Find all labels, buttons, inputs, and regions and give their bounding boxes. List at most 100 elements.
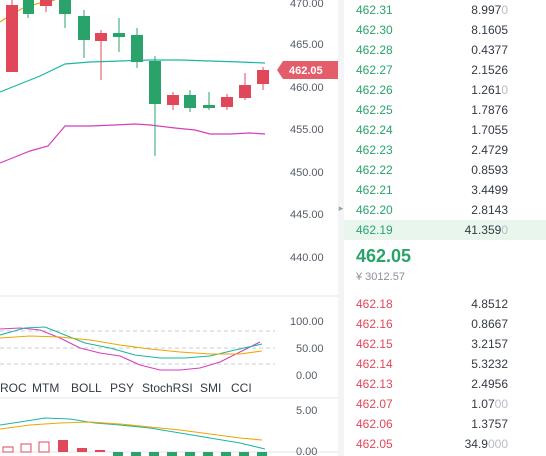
order-amount: 1.2610 xyxy=(471,83,508,97)
oscillator-axis-label: 100.00 xyxy=(290,316,324,328)
order-amount: 0.4377 xyxy=(471,43,508,57)
osc-line-teal xyxy=(0,326,263,359)
tab-smi[interactable]: SMI xyxy=(200,381,222,395)
bid-row[interactable]: 462.24 1.7055 xyxy=(344,120,546,140)
order-price: 462.15 xyxy=(356,337,393,351)
order-amount: 2.8143 xyxy=(471,203,508,217)
ask-row[interactable]: 462.07 1.0700 xyxy=(344,394,546,414)
boll-lower-line xyxy=(0,123,266,164)
order-price: 462.24 xyxy=(356,123,393,137)
ask-row[interactable]: 462.15 3.2157 xyxy=(344,334,546,354)
price-chart-panel[interactable]: 470.00 465.00 460.00 455.00 450.00 445.0… xyxy=(0,0,338,456)
order-amount: 0.8593 xyxy=(471,163,508,177)
order-amount: 0.8667 xyxy=(471,317,508,331)
price-axis-label: 465.00 xyxy=(290,39,324,51)
oscillator-axis-label: 0.00 xyxy=(296,370,317,382)
mid-price: 462.05 xyxy=(356,246,412,266)
bid-row[interactable]: 462.21 3.4499 xyxy=(344,180,546,200)
order-amount: 1.7876 xyxy=(471,103,508,117)
tab-cci[interactable]: CCI xyxy=(231,381,252,395)
ask-row[interactable]: 462.05 34.9000 xyxy=(344,434,546,454)
order-amount: 1.7055 xyxy=(471,123,508,137)
tab-mtm[interactable]: MTM xyxy=(32,381,60,395)
tab-psy[interactable]: PSY xyxy=(110,381,135,395)
tab-boll[interactable]: BOLL xyxy=(71,381,102,395)
order-price: 462.13 xyxy=(356,377,393,391)
order-amount: 1.0700 xyxy=(471,397,508,411)
macd-axis-label: 5.00 xyxy=(296,405,317,417)
mid-price-block: 462.05 ¥ 3012.57 xyxy=(344,240,546,292)
indicator-tabs: ROC MTM BOLL PSY StochRSI SMI CCI xyxy=(0,378,260,398)
bid-row[interactable]: 462.28 0.4377 xyxy=(344,40,546,60)
candlestick-chart[interactable]: 470.00 465.00 460.00 455.00 450.00 445.0… xyxy=(0,0,338,456)
osc-line-yellow xyxy=(0,335,263,355)
order-price: 462.07 xyxy=(356,397,393,411)
order-amount: 2.4729 xyxy=(471,143,508,157)
bid-row[interactable]: 462.23 2.4729 xyxy=(344,140,546,160)
order-amount: 4.8512 xyxy=(471,297,508,311)
mid-price-cny: ¥ 3012.57 xyxy=(356,271,405,283)
order-price: 462.22 xyxy=(356,163,393,177)
ask-row[interactable]: 462.16 0.8667 xyxy=(344,314,546,334)
bid-row[interactable]: 462.19 41.3590 xyxy=(344,220,546,240)
price-axis-label: 445.00 xyxy=(290,209,324,221)
order-amount: 1.3757 xyxy=(471,417,508,431)
order-amount: 34.9000 xyxy=(464,437,508,451)
bid-row[interactable]: 462.31 8.9970 xyxy=(344,0,546,20)
order-price: 462.19 xyxy=(356,223,393,237)
order-amount: 2.1526 xyxy=(471,63,508,77)
order-book: 462.31 8.9970 462.30 8.1605 462.28 0.4377 462.… xyxy=(344,0,546,456)
tab-stochrsi[interactable]: StochRSI xyxy=(142,381,193,395)
order-amount: 8.1605 xyxy=(471,23,508,37)
macd-histogram xyxy=(2,440,267,456)
bid-row[interactable]: 462.26 1.2610 xyxy=(344,80,546,100)
order-price: 462.14 xyxy=(356,357,393,371)
order-price: 462.20 xyxy=(356,203,393,217)
macd-line-teal xyxy=(0,417,266,450)
bid-row[interactable]: 462.27 2.1526 xyxy=(344,60,546,80)
order-price: 462.28 xyxy=(356,43,393,57)
boll-upper-line xyxy=(0,59,266,93)
ask-row[interactable]: 462.13 2.4956 xyxy=(344,374,546,394)
macd-axis-label: 0.00 xyxy=(296,446,317,456)
svg-text:462.05: 462.05 xyxy=(289,65,323,77)
order-price: 462.21 xyxy=(356,183,393,197)
order-amount: 3.2157 xyxy=(471,337,508,351)
panel-divider[interactable]: ▸ xyxy=(338,0,344,456)
order-amount: 2.4956 xyxy=(471,377,508,391)
order-amount: 3.4499 xyxy=(471,183,508,197)
order-price: 462.31 xyxy=(356,3,393,17)
osc-line-pink xyxy=(0,327,261,371)
price-axis-label: 440.00 xyxy=(290,252,324,264)
order-amount: 5.3232 xyxy=(471,357,508,371)
order-amount: 8.9970 xyxy=(471,3,508,17)
chevron-right-icon[interactable]: ▸ xyxy=(338,203,344,213)
ask-row[interactable]: 462.06 1.3757 xyxy=(344,414,546,434)
bid-row[interactable]: 462.30 8.1605 xyxy=(344,20,546,40)
order-price: 462.05 xyxy=(356,437,393,451)
bid-row[interactable]: 462.22 0.8593 xyxy=(344,160,546,180)
order-price: 462.27 xyxy=(356,63,393,77)
ask-row[interactable]: 462.18 4.8512 xyxy=(344,294,546,314)
macd-line-yellow xyxy=(0,421,263,441)
current-price-tag: 462.05 xyxy=(277,61,338,79)
ask-row[interactable]: 462.14 5.3232 xyxy=(344,354,546,374)
price-axis-label: 450.00 xyxy=(290,167,324,179)
oscillator-axis-label: 50.00 xyxy=(296,343,324,355)
order-price: 462.25 xyxy=(356,103,393,117)
bid-row[interactable]: 462.25 1.7876 xyxy=(344,100,546,120)
order-price: 462.23 xyxy=(356,143,393,157)
tab-roc[interactable]: ROC xyxy=(0,381,27,395)
order-price: 462.06 xyxy=(356,417,393,431)
order-price: 462.26 xyxy=(356,83,393,97)
order-price: 462.16 xyxy=(356,317,393,331)
price-axis-label: 460.00 xyxy=(290,82,324,94)
price-axis-label: 455.00 xyxy=(290,124,324,136)
price-axis-label: 470.00 xyxy=(290,0,324,10)
candles xyxy=(6,0,269,156)
order-price: 462.30 xyxy=(356,23,393,37)
order-price: 462.18 xyxy=(356,297,393,311)
bid-row[interactable]: 462.20 2.8143 xyxy=(344,200,546,220)
order-amount: 41.3590 xyxy=(464,223,508,237)
